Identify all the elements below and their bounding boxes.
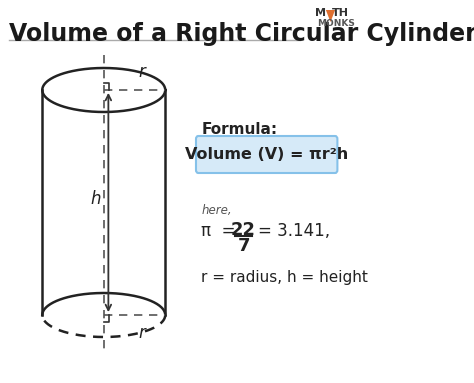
Text: r: r [138, 63, 145, 81]
Text: TH: TH [332, 8, 349, 18]
Text: r: r [138, 324, 145, 342]
Text: 7: 7 [237, 237, 250, 255]
Text: h: h [90, 190, 100, 208]
Text: r = radius, h = height: r = radius, h = height [201, 270, 368, 285]
FancyBboxPatch shape [196, 136, 337, 173]
Text: M: M [315, 8, 326, 18]
Text: = 3.141,: = 3.141, [258, 222, 330, 240]
Text: here,: here, [201, 204, 232, 217]
Text: Volume (V) = πr²h: Volume (V) = πr²h [185, 147, 348, 162]
Text: 22: 22 [230, 221, 255, 239]
Text: Formula:: Formula: [201, 122, 277, 137]
Text: π  =: π = [201, 222, 236, 240]
Polygon shape [326, 10, 335, 22]
Text: MONKS: MONKS [317, 19, 355, 28]
Text: Volume of a Right Circular Cylinder: Volume of a Right Circular Cylinder [9, 22, 474, 46]
